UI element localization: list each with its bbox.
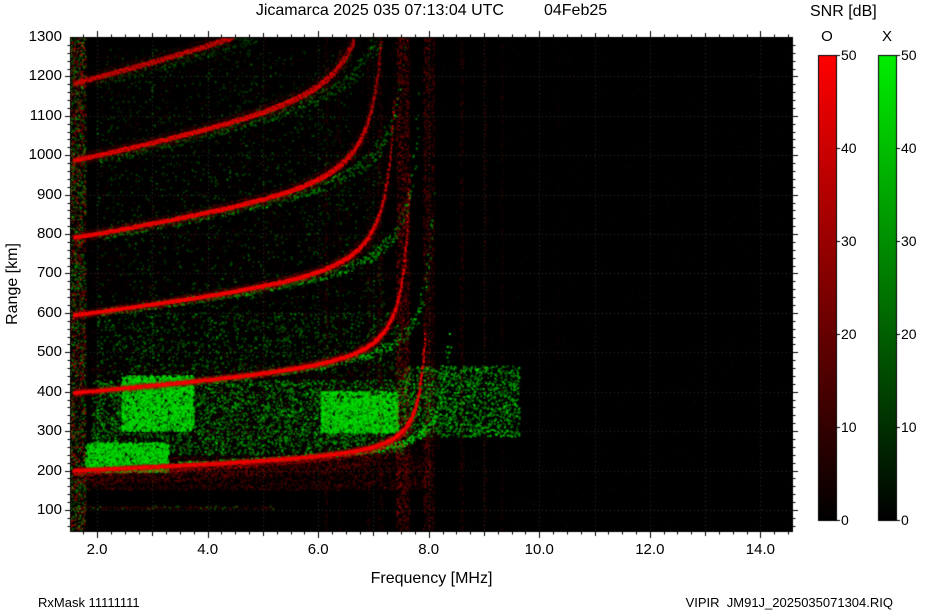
o-colorbar-tick-label: 20 (841, 326, 857, 342)
y-tick-label: 400 (36, 382, 62, 400)
x-colorbar-tick-label: 50 (901, 47, 917, 63)
y-tick-label: 800 (36, 225, 62, 243)
plot-title: Jicamarca 2025 035 07:13:04 UTC (255, 2, 504, 19)
y-tick-label: 1000 (28, 146, 62, 164)
plot-date: 04Feb25 (543, 2, 608, 19)
y-tick-label: 900 (36, 185, 62, 203)
o-colorbar-tick-label: 30 (841, 233, 857, 249)
y-tick-label: 500 (36, 343, 62, 361)
rxmask-text: RxMask 11111111 (38, 595, 140, 610)
x-colorbar-tick-label: 0 (901, 512, 909, 528)
x-tick-label: 2.0 (86, 541, 108, 558)
y-tick-label: 600 (36, 303, 62, 321)
x-tick-label: 10.0 (524, 541, 554, 558)
data-file-text: VIPIR JM91J_2025035071304.RIQ (685, 595, 893, 610)
x-tick-label: 14.0 (745, 541, 775, 558)
o-colorbar-tick-label: 10 (841, 419, 857, 435)
y-tick-label: 300 (36, 422, 62, 440)
y-tick-label: 1100 (29, 106, 62, 124)
x-colorbar-tick-label: 40 (901, 140, 917, 156)
o-colorbar-tick-label: 0 (841, 512, 849, 528)
x-colorbar-tick-label: 10 (901, 419, 917, 435)
x-tick-label: 6.0 (307, 541, 329, 558)
x-colorbar-tick-label: 30 (901, 233, 917, 249)
y-tick-label: 100 (36, 500, 62, 518)
x-tick-label: 4.0 (197, 541, 219, 558)
y-tick-label: 700 (36, 264, 62, 282)
x-colorbar-tick-label: 20 (901, 326, 917, 342)
title-row: Jicamarca 2025 035 07:13:04 UTC 04Feb25 (70, 2, 793, 20)
x-tick-label: 8.0 (418, 541, 440, 558)
o-colorbar-tick-label: 40 (841, 140, 857, 156)
snr-colorbar-title: SNR [dB] (810, 3, 877, 20)
y-tick-label: 1300 (28, 28, 62, 45)
y-tick-label: 1200 (28, 67, 62, 85)
y-tick-label: 200 (36, 461, 62, 479)
o-colorbar-tick-label: 50 (841, 47, 857, 63)
colorbar-o-label: O (821, 28, 833, 45)
x-tick-label: 12.0 (635, 541, 665, 558)
colorbar-x-label: X (881, 28, 892, 45)
x-axis-title: Frequency [MHz] (370, 570, 493, 587)
